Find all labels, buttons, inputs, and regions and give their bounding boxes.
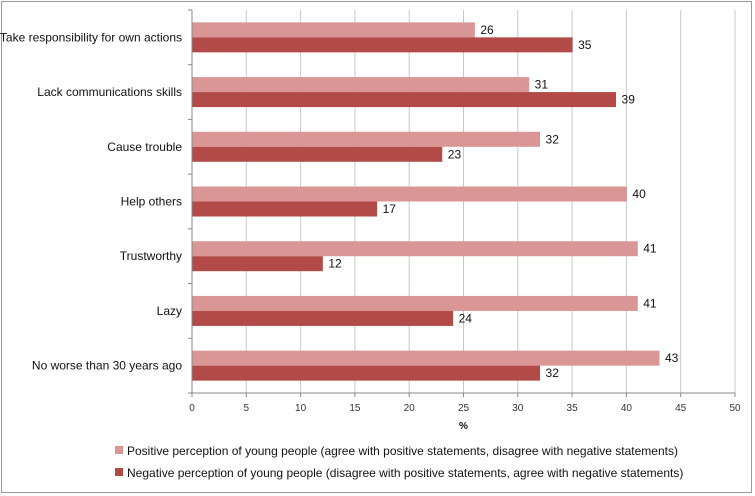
data-label: 40 — [632, 187, 646, 201]
bar-negative — [192, 365, 541, 381]
category-label: Help others — [121, 195, 182, 209]
bar-positive — [192, 22, 475, 38]
x-tick-label: 45 — [675, 403, 687, 414]
bar-positive — [192, 77, 530, 93]
x-tick-label: 0 — [189, 403, 195, 414]
bar-negative — [192, 201, 378, 217]
category-label: Lazy — [157, 304, 182, 318]
bar-negative — [192, 146, 443, 162]
category-label: Trustworthy — [120, 249, 182, 263]
data-label: 41 — [643, 242, 657, 256]
data-label: 43 — [665, 351, 679, 365]
data-label: 12 — [328, 257, 342, 271]
data-label: 32 — [546, 132, 560, 146]
legend: Positive perception of young people (agr… — [115, 444, 683, 480]
data-label: 31 — [535, 78, 549, 92]
category-labels: Take responsibility for own actions Lack … — [0, 30, 182, 372]
bar-negative — [192, 37, 573, 53]
x-tick-labels: 0 5 10 15 20 25 30 35 40 45 50 — [189, 403, 741, 414]
x-tick-label: 10 — [295, 403, 307, 414]
bar-negative — [192, 310, 454, 326]
bar-positive — [192, 131, 541, 147]
bar-positive — [192, 241, 638, 257]
x-tick-label: 15 — [349, 403, 361, 414]
x-tick-label: 20 — [404, 403, 416, 414]
data-label: 35 — [578, 38, 592, 52]
data-label: 32 — [546, 366, 560, 380]
legend-swatch-negative — [115, 468, 123, 476]
data-label: 41 — [643, 296, 657, 310]
x-tick-label: 50 — [729, 403, 741, 414]
bar-positive — [192, 186, 627, 202]
data-label: 24 — [459, 311, 473, 325]
data-label: 39 — [622, 93, 636, 107]
category-label: No worse than 30 years ago — [32, 359, 182, 373]
category-label: Cause trouble — [107, 140, 182, 154]
x-tick-label: 35 — [567, 403, 579, 414]
bar-negative — [192, 256, 323, 272]
data-label: 23 — [448, 147, 462, 161]
legend-label-positive: Positive perception of young people (agr… — [127, 444, 678, 458]
data-label: 26 — [480, 23, 494, 37]
bar-positive — [192, 350, 660, 366]
bars: 26 35 31 39 32 23 40 17 41 12 41 24 43 32 — [192, 22, 679, 381]
legend-label-negative: Negative perception of young people (dis… — [127, 466, 683, 480]
bar-positive — [192, 295, 638, 311]
legend-swatch-positive — [115, 446, 123, 454]
data-label: 17 — [383, 202, 397, 216]
category-label: Take responsibility for own actions — [0, 30, 182, 44]
x-tick-label: 5 — [244, 403, 250, 414]
category-label: Lack communications skills — [37, 85, 182, 99]
x-tick-label: 25 — [458, 403, 470, 414]
x-tick-label: 40 — [621, 403, 633, 414]
x-tick-label: 30 — [512, 403, 524, 414]
x-axis-title: % — [459, 421, 468, 432]
bar-negative — [192, 92, 617, 108]
